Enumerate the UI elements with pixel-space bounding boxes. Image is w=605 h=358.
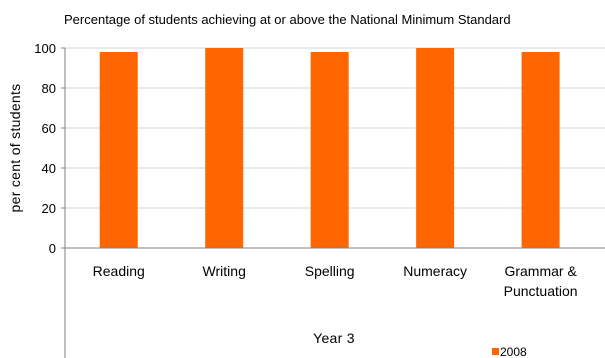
bar-reading: [99, 52, 138, 248]
category-label: Grammar &: [504, 263, 577, 279]
category-label: Spelling: [305, 263, 355, 279]
bar-grammar-punctuation: [521, 52, 560, 248]
bar-spelling: [310, 52, 349, 248]
bars: [99, 48, 560, 248]
y-tick-label: 20: [42, 201, 56, 216]
y-tick-labels: 0 20 40 60 80 100: [34, 41, 56, 256]
category-label: Writing: [203, 263, 246, 279]
y-tick-label: 40: [42, 161, 56, 176]
category-label: Punctuation: [504, 283, 578, 299]
category-label: Reading: [93, 263, 145, 279]
legend-label-2008: 2008: [500, 345, 527, 358]
y-tick-label: 60: [42, 121, 56, 136]
y-axis-title: per cent of students: [7, 84, 23, 213]
axes: [61, 47, 605, 358]
category-labels: Reading Writing Spelling Numeracy Grammar & P…: [93, 263, 578, 299]
y-tick-label: 80: [42, 81, 56, 96]
legend: 2008: [492, 345, 527, 358]
x-axis-title: Year 3: [313, 330, 355, 346]
bar-numeracy: [416, 48, 455, 248]
y-tick-label: 100: [34, 41, 56, 56]
legend-swatch: [492, 348, 499, 355]
bar-writing: [205, 48, 244, 248]
category-label: Numeracy: [403, 263, 467, 279]
chart-title: Percentage of students achieving at or a…: [64, 12, 511, 27]
y-tick-label: 0: [49, 241, 56, 256]
